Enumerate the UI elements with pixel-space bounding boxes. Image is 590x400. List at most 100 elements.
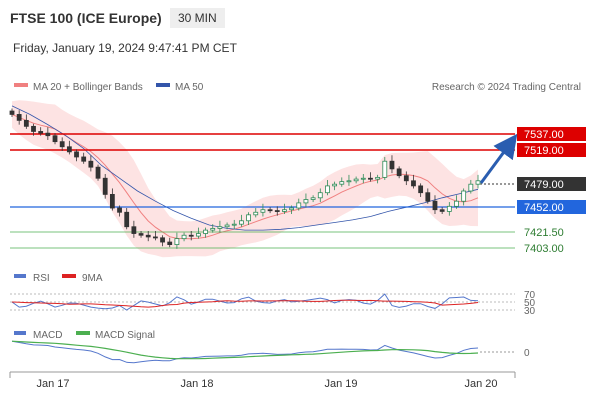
candle-body [145,234,151,238]
rsi-ma-legend-label: 9MA [82,273,103,284]
macd-signal-line [11,340,479,360]
candle-body [446,205,452,212]
candle-body [317,192,323,199]
candle-body [109,194,115,209]
rsi-50-label: 50 [524,298,536,309]
rsi-legend-swatch [14,274,26,278]
resistance-1-value: 7519.00 [524,145,564,157]
candle-body [217,226,223,229]
candle-body [375,176,381,180]
candle-body [210,228,216,231]
forecast-arrow [479,133,518,184]
ma50-legend-label: MA 50 [175,82,204,93]
candle-body [38,131,44,134]
candle-body [346,180,352,183]
candle-body [246,214,251,222]
candle-body [88,160,94,168]
candle-body [454,200,459,207]
ma50-line [11,105,479,231]
candle-body [160,237,165,243]
candle-body [239,220,244,225]
candle-body [52,135,58,143]
candle-body [303,199,309,204]
watermark: Research © 2024 Trading Central [432,82,581,93]
ma20-legend-swatch [14,83,28,87]
candle-body [360,177,366,180]
rsi-line [11,293,479,311]
candle-body [203,229,208,234]
candle-body [45,132,51,137]
candle-body [16,114,22,121]
candle-body [468,183,474,192]
candle-body [432,200,438,211]
candle-body [131,226,137,234]
candle-body [418,185,424,194]
candle-body [382,160,388,178]
candle-body [81,156,87,162]
x-tick-jan18: Jan 18 [180,378,213,390]
candle-body [475,180,481,185]
candle-body [403,175,409,182]
candle-body [117,207,122,213]
candle-body [9,110,15,115]
macd-legend-label: MACD [33,330,62,341]
candle-body [124,211,130,228]
x-tick-jan20: Jan 20 [464,378,497,390]
rsi-ma-legend-swatch [62,274,76,278]
current-price-tag [517,177,586,191]
macd-legend-swatch [14,331,26,335]
candle-body [411,180,416,187]
resistance-2-value: 7537.00 [524,129,564,141]
candle-body [31,125,36,132]
resistance-tag-2 [517,127,586,141]
candle-body [389,160,395,170]
macd-line [11,340,479,364]
candle-body [353,178,359,182]
rsi-legend-label: RSI [33,273,50,284]
candle-body [102,177,108,195]
candle-body [23,119,29,127]
candle-body [181,234,187,240]
target-2-value: 7403.00 [524,243,564,255]
resistance-tag-1 [517,143,586,157]
candle-body [368,177,373,180]
target-1-value: 7421.50 [524,227,564,239]
candle-body [138,233,144,236]
macd-signal-legend-swatch [76,331,90,335]
rsi-70-label: 70 [524,290,536,301]
timeframe-badge[interactable]: 30 MIN [170,8,225,28]
rsi-ma-line [11,299,479,308]
candle-body [339,181,345,185]
candle-body [195,233,201,237]
candle-body [461,190,467,202]
candle-body [425,192,431,202]
support-value: 7452.00 [524,202,564,214]
candle-body [310,197,316,200]
candle-body [396,168,402,177]
candle-body [167,241,173,245]
instrument-title: FTSE 100 (ICE Europe) [10,10,162,26]
candle-body [274,210,280,212]
candle-body [439,209,445,212]
candle-body [325,185,330,194]
candle-body [289,207,295,211]
current-price-value: 7479.00 [524,179,564,191]
candle-body [231,223,237,226]
macd-zero-label: 0 [524,348,530,359]
candle-body [267,209,273,212]
candle-body [74,151,79,158]
ma20-legend-label: MA 20 + Bollinger Bands [33,82,143,93]
candle-body [296,202,302,209]
candle-body [95,166,101,179]
candle-body [260,209,266,213]
candle-body [253,211,259,216]
candle-body [152,236,158,239]
candle-body [282,209,287,212]
support-tag [517,200,586,214]
candle-body [188,234,194,237]
macd-signal-legend-label: MACD Signal [95,330,155,341]
x-tick-jan17: Jan 17 [36,378,69,390]
candle-body [59,141,65,148]
rsi-30-label: 30 [524,306,536,317]
ma50-legend-swatch [156,83,170,87]
